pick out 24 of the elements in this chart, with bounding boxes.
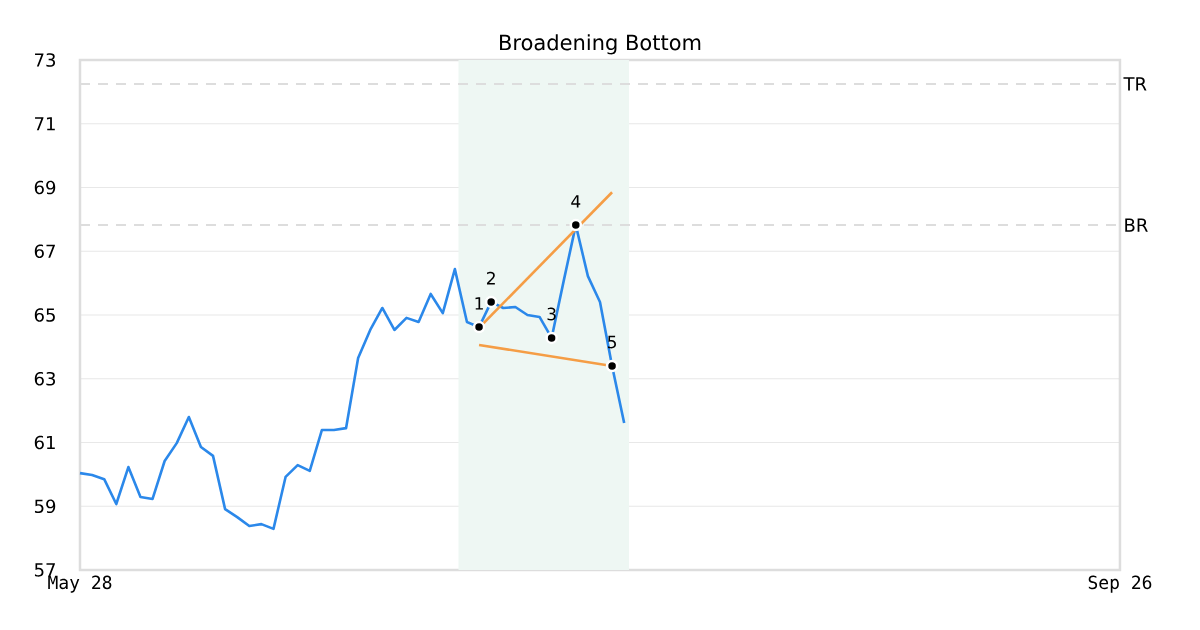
chart-title: Broadening Bottom [500, 34, 701, 55]
x-tick-label: Sep 26 [1088, 575, 1152, 593]
annotation: 4 [571, 195, 581, 208]
point [605, 359, 619, 373]
y-tick-label: 65 [34, 308, 55, 322]
point [472, 320, 486, 334]
point [545, 331, 558, 345]
annotation: 5 [607, 335, 616, 349]
y-tick-label: 69 [34, 180, 56, 195]
annotation: 3 [547, 307, 556, 321]
y-tick-label: 73 [35, 53, 56, 67]
ref-line-label: TR [1123, 77, 1147, 91]
y-tick-label: 59 [34, 499, 56, 514]
y-tick-label: 63 [34, 371, 56, 386]
y-tick-label: 57 [34, 563, 55, 577]
annotation: 1 [475, 297, 483, 310]
annotation: 2 [486, 271, 495, 285]
y-tick-label: 61 [34, 435, 55, 450]
point [484, 295, 498, 309]
y-tick-label: 71 [35, 117, 55, 131]
x-tick-label: May 28 [48, 575, 112, 593]
y-tick-label: 67 [34, 244, 55, 259]
ref-line-label: BR [1125, 218, 1148, 232]
point [569, 218, 583, 232]
